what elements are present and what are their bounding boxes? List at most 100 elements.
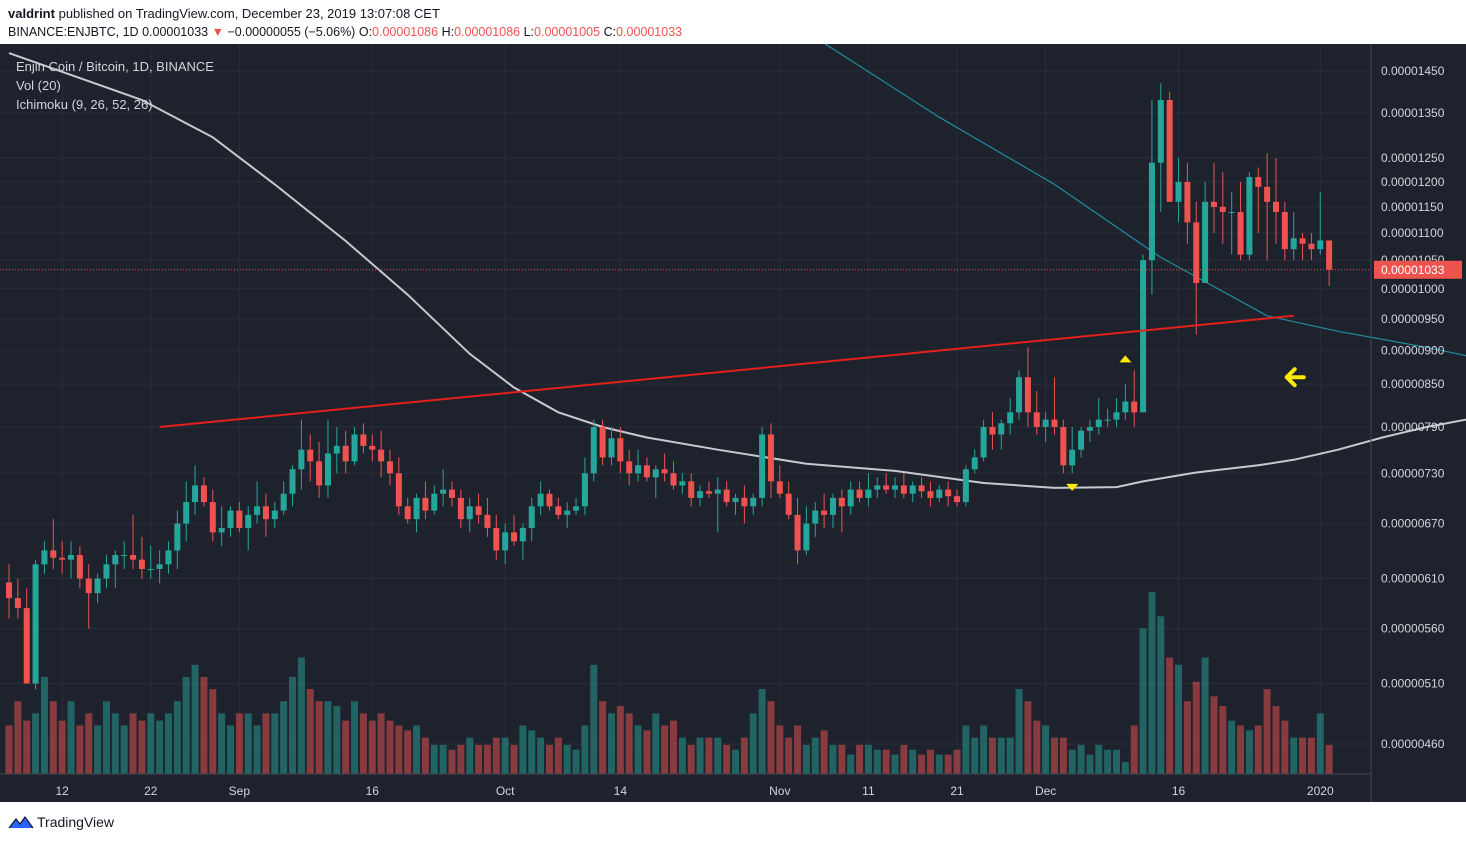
volume-bar [111,713,119,774]
volume-bar [466,737,474,774]
volume-bar [1219,706,1227,774]
volume-bar [23,720,31,774]
volume-bar [164,713,172,774]
moving-average-line [8,52,1466,489]
candle-body [493,527,500,551]
volume-bar [421,737,429,774]
x-tick-label: 16 [1172,784,1186,798]
volume-bars [5,592,1333,774]
volume-bar [980,725,988,774]
volume-bar [1050,737,1058,774]
volume-bar [776,725,784,774]
candle-body [254,506,261,515]
candle-body [1281,211,1288,250]
y-tick-label: 0.00001150 [1381,200,1444,214]
moving-average-line-2 [824,44,1466,357]
volume-bar [944,754,952,774]
y-tick-label: 0.00001350 [1381,106,1445,120]
candle-body [528,506,535,528]
volume-bar [182,676,190,774]
candle-body [581,473,588,507]
volume-bar [1006,737,1014,774]
candle-body [679,481,686,486]
candle-body [1033,412,1040,427]
volume-bar [1183,701,1191,774]
candle-body [1122,401,1129,413]
candle-body [94,578,101,594]
candle-body [68,555,75,560]
candle-body [112,555,119,565]
volume-bar [864,744,872,774]
candle-body [1095,419,1102,427]
candle-body [431,493,438,511]
volume-bar [1166,657,1174,774]
candle-body [23,608,30,684]
tradingview-logo-icon[interactable] [8,814,34,832]
volume-bar [732,749,740,774]
candle-body [794,514,801,551]
candle-body [555,506,562,515]
candle-body [1148,162,1155,261]
candle-body [156,564,163,570]
x-tick-label: Nov [769,784,790,798]
volume-bar [492,737,500,774]
candle-body [457,497,464,520]
x-tick-label: 16 [366,784,380,798]
chart-canvas[interactable]: 0.00001450 0.00001350 0.00001250 0.00001200… [0,44,1466,802]
trendline [159,314,1294,428]
footer [0,802,1466,844]
volume-bar [32,713,40,774]
candle-body [635,465,642,474]
volume-bar [856,744,864,774]
candle-body [245,514,252,528]
candle-body [1202,201,1209,283]
volume-bar [1316,713,1324,774]
volume-bar [315,701,323,774]
volume-bar [607,713,615,774]
volume-bar [1237,725,1245,774]
legend-ichimoku: Ichimoku (9, 26, 52, 26) [16,97,153,112]
down-triangle-icon: ▼ [211,25,224,39]
volume-bar [1192,681,1200,774]
candle-body [1255,177,1262,187]
volume-bar [687,744,695,774]
left-arrow-marker-icon [1284,367,1306,388]
volume-bar [545,744,553,774]
y-tick-label: 0.00001450 [1381,64,1445,78]
candle-body [1308,243,1315,250]
y-tick-label: 0.00001200 [1381,175,1445,189]
volume-bar [404,730,412,774]
candle-body [324,453,331,486]
y-tick-label: 0.00000460 [1381,737,1445,751]
candle-body [519,527,526,542]
candle-body [1131,401,1138,413]
candle-body [1140,260,1147,413]
volume-bar [723,744,731,774]
candle-body [927,491,934,498]
candle-body [900,485,907,494]
volume-bar [891,754,899,774]
candle-body [590,426,597,474]
volume-bar [1228,720,1236,774]
volume-bar [351,701,359,774]
author-name[interactable]: valdrint [8,6,55,21]
volume-bar [1272,706,1280,774]
candle-body [227,510,234,528]
candle-body [821,510,828,515]
volume-bar [1113,749,1120,774]
candle-body [945,489,952,497]
tradingview-brand[interactable]: TradingView [37,814,115,830]
volume-bar [395,725,403,774]
candle-body [688,481,695,498]
symbol-info-line: BINANCE:ENJBTC, 1D 0.00001033 ▼ −0.00000… [8,25,682,39]
candle-body [369,445,376,450]
current-price-tag [1374,260,1462,279]
candle-body [1016,377,1023,413]
chart-area[interactable]: 0.00001450 0.00001350 0.00001250 0.00001200… [0,44,1466,802]
candle-body [218,527,225,533]
candle-body [838,497,845,507]
candle-body [413,497,420,520]
volume-bar [847,754,855,774]
candle-body [980,426,987,458]
candle-body [847,489,854,507]
